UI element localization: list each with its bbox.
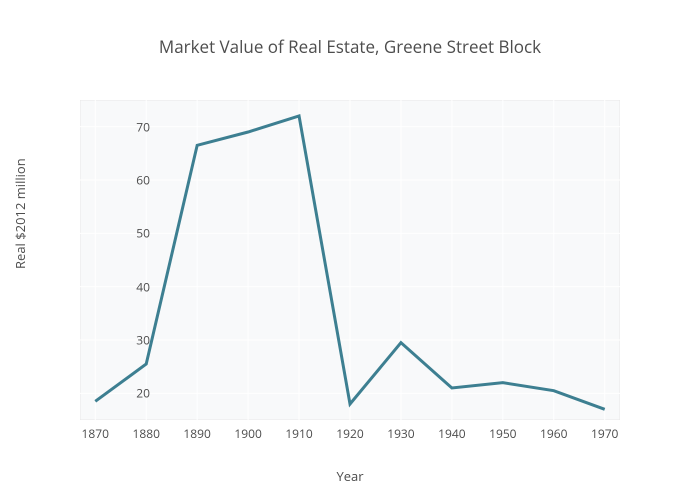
x-tick-label: 1880 <box>132 425 159 442</box>
y-tick-label: 70 <box>90 118 150 135</box>
y-tick-label: 60 <box>90 172 150 189</box>
plot-area <box>80 100 620 420</box>
y-tick-label: 20 <box>90 385 150 402</box>
x-tick-label: 1920 <box>336 425 363 442</box>
y-axis-label: Real $2012 million <box>11 158 29 269</box>
chart-svg <box>80 100 620 420</box>
x-tick-label: 1870 <box>82 425 109 442</box>
y-tick-label: 40 <box>90 278 150 295</box>
chart-title: Market Value of Real Estate, Greene Stre… <box>0 35 700 58</box>
x-axis-label: Year <box>0 467 700 485</box>
x-tick-label: 1930 <box>387 425 414 442</box>
chart-container: Market Value of Real Estate, Greene Stre… <box>0 0 700 500</box>
x-tick-label: 1960 <box>540 425 567 442</box>
x-tick-label: 1900 <box>234 425 261 442</box>
x-tick-label: 1940 <box>438 425 465 442</box>
x-tick-label: 1970 <box>591 425 618 442</box>
x-tick-label: 1950 <box>489 425 516 442</box>
x-tick-label: 1910 <box>285 425 312 442</box>
y-tick-label: 50 <box>90 225 150 242</box>
x-tick-label: 1890 <box>183 425 210 442</box>
y-tick-label: 30 <box>90 332 150 349</box>
